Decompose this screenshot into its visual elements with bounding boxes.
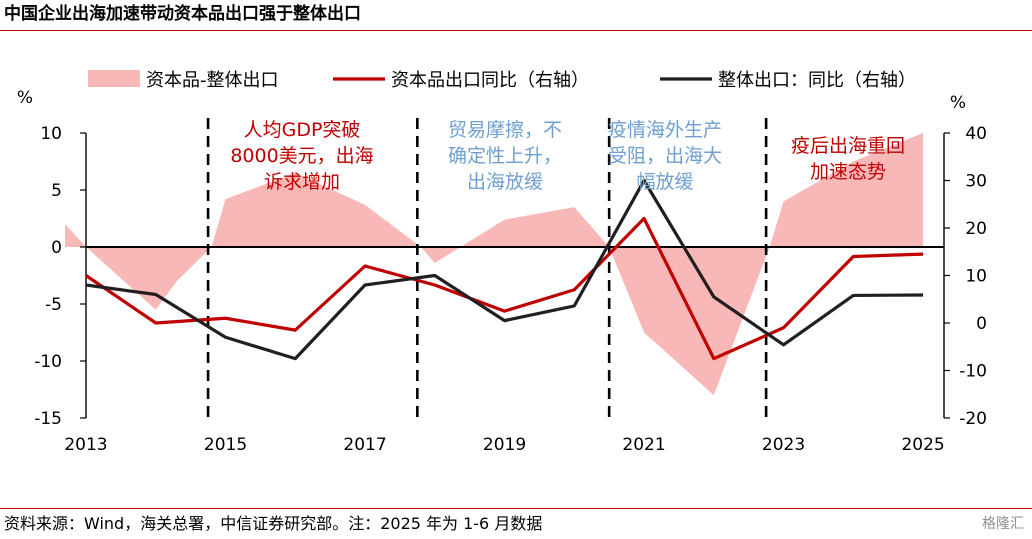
annotation-text: 加速态势 [810, 161, 886, 183]
legend-swatch-area [88, 70, 140, 87]
left-tick-label: 5 [51, 181, 62, 201]
right-tick-label: -20 [959, 409, 987, 429]
line-total-export-yoy [85, 178, 924, 361]
right-tick-label: -10 [959, 362, 987, 382]
annotation-text: 疫情海外生产 [608, 119, 722, 141]
watermark-logo: 格隆汇 [982, 516, 1024, 532]
left-tick-label: -5 [45, 295, 62, 315]
x-tick-label: 2019 [483, 435, 526, 455]
legend: 资本品-整体出口 资本品出口同比（右轴） 整体出口：同比（右轴） [88, 70, 916, 91]
left-axis-unit: % [17, 88, 33, 108]
annotation-text: 出海放缓 [467, 171, 543, 193]
x-tick-label: 2015 [204, 435, 247, 455]
annotation-text: 疫后出海重回 [791, 135, 905, 157]
chart-title: 中国企业出海加速带动资本品出口强于整体出口 [4, 4, 361, 24]
left-tick-label: -10 [34, 352, 62, 372]
right-axis-unit: % [950, 93, 966, 113]
x-tick-label: 2017 [343, 435, 386, 455]
annotation-text: 确定性上升， [448, 145, 562, 167]
annotation-text: 诉求增加 [264, 171, 340, 193]
line-capital-goods-yoy [85, 216, 924, 361]
chart-canvas: 10 5 0 -5 -10 -15 40 30 20 10 0 -10 -20 2013 2015 2017 2… [17, 70, 987, 455]
right-tick-label: 30 [965, 172, 987, 192]
annotation-text: 8000美元，出海 [230, 145, 373, 167]
x-tick-label: 2023 [762, 435, 805, 455]
line-layer [85, 178, 924, 361]
divider-layer [206, 118, 768, 418]
footer-divider [0, 508, 1032, 509]
area-layer [65, 133, 924, 396]
left-tick-label: -15 [34, 409, 62, 429]
area-capital-goods-minus-total [65, 133, 924, 396]
axes-layer: 10 5 0 -5 -10 -15 40 30 20 10 0 -10 -20 2013 2015 2017 2… [17, 88, 987, 455]
left-tick-label: 10 [40, 124, 62, 144]
annotation-text: 贸易摩擦，不 [448, 119, 562, 141]
annotation-text: 人均GDP突破 [244, 119, 361, 141]
right-tick-label: 0 [976, 314, 987, 334]
title-divider [0, 30, 1032, 31]
source-note: 资料来源：Wind，海关总署，中信证券研究部。注：2025 年为 1-6 月数据 [4, 514, 543, 533]
legend-label: 资本品-整体出口 [146, 70, 279, 91]
legend-label: 整体出口：同比（右轴） [718, 70, 916, 91]
right-tick-label: 40 [965, 124, 987, 144]
legend-label: 资本品出口同比（右轴） [391, 70, 589, 91]
right-tick-label: 10 [965, 267, 987, 287]
right-tick-label: 20 [965, 219, 987, 239]
x-tick-label: 2021 [622, 435, 665, 455]
annotation-text: 受阻，出海大 [608, 145, 722, 167]
annotation-text: 幅放缓 [636, 171, 693, 193]
x-tick-label: 2025 [901, 435, 944, 455]
left-tick-label: 0 [51, 238, 62, 258]
x-tick-label: 2013 [64, 435, 107, 455]
